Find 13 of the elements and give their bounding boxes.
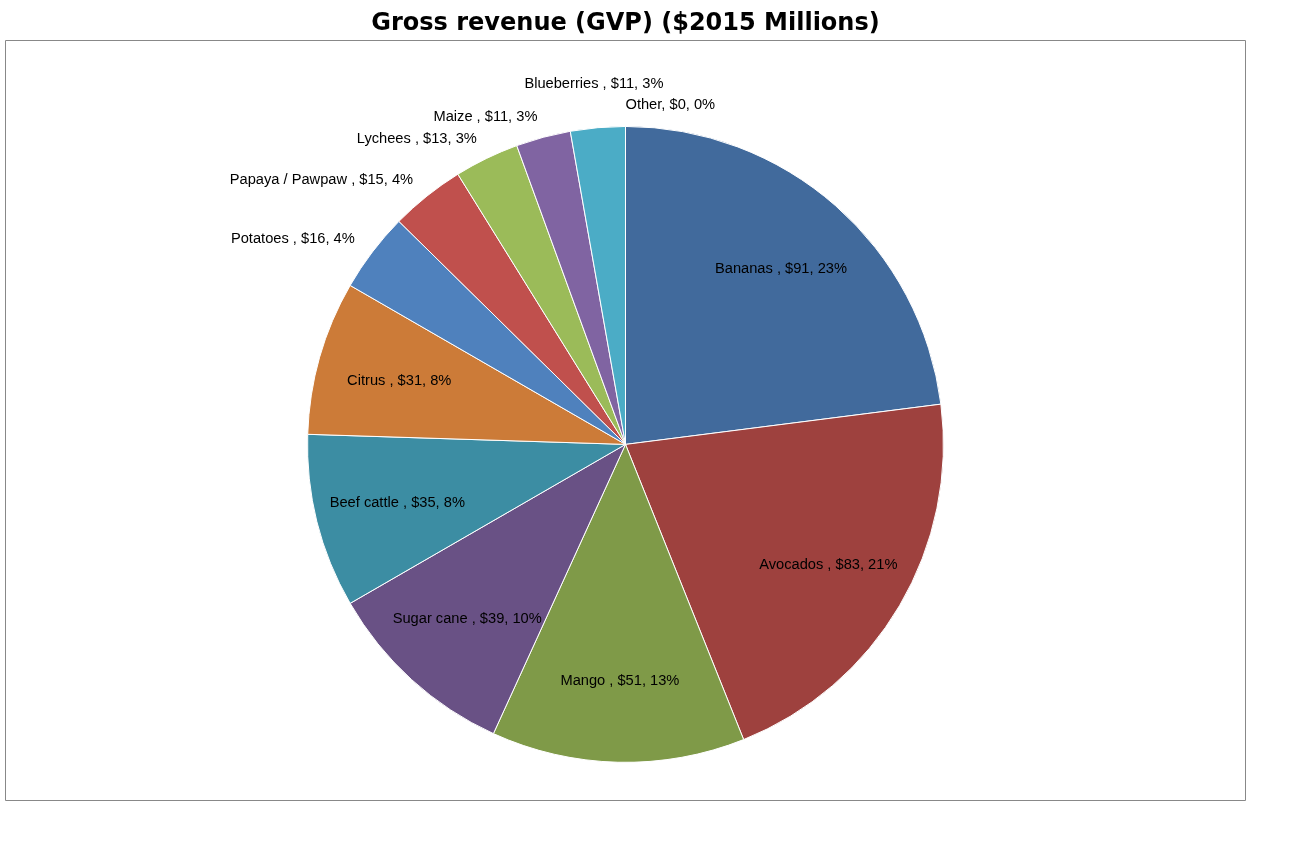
slice-label: Potatoes , $16, 4%	[230, 230, 355, 247]
slice-label: Papaya / Pawpaw , $15, 4%	[229, 170, 414, 187]
slice-label: Sugar cane , $39, 10%	[392, 610, 542, 627]
slice-label: Citrus , $31, 8%	[347, 371, 452, 388]
slice-label: Beef cattle , $35, 8%	[329, 493, 465, 510]
slice-label: Maize , $11, 3%	[433, 107, 538, 124]
slice-label: Avocados , $83, 21%	[759, 555, 898, 572]
slice-label: Blueberries , $11, 3%	[524, 75, 664, 92]
slice-label: Lychees , $13, 3%	[356, 130, 477, 147]
chart-title: Gross revenue (GVP) ($2015 Millions)	[371, 7, 880, 36]
slice-label: Bananas , $91, 23%	[714, 259, 847, 276]
slice-label: Mango , $51, 13%	[560, 671, 680, 688]
category-label: Other, $0, 0%	[625, 96, 716, 113]
